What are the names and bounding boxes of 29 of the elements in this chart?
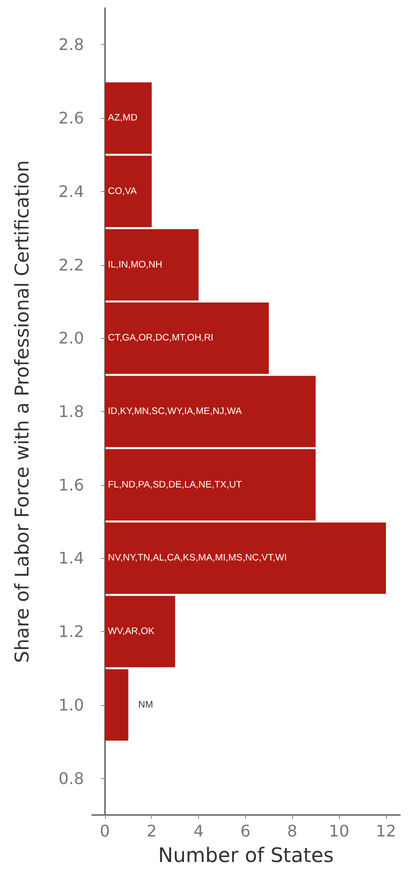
x-tick-label: 6 [240,822,251,840]
y-tick-label: 2.0 [58,328,84,348]
data-label: WV,AR,OK [108,626,156,638]
y-tick-label: 1.4 [58,548,84,568]
y-tick-label: 2.2 [58,255,84,274]
y-tick-label: 1.2 [58,622,84,642]
y-tick-label: 1.8 [58,402,84,421]
x-tick-label: 10 [328,822,350,840]
y-tick-label: 2.6 [58,108,84,128]
x-tick-label: 0 [100,822,110,840]
x-tick-label: 2 [146,822,157,840]
y-tick-label: 2.4 [58,182,84,201]
x-tick-label: 8 [287,822,298,840]
y-tick-label: 1.6 [58,475,84,494]
data-label: AZ,MD [108,112,138,124]
x-tick-label: 12 [376,822,396,840]
y-tick-label: 2.8 [58,35,84,54]
data-label: IL,IN,MO,NH [108,259,162,270]
y-tick-label: 1.0 [58,695,84,714]
data-label: ID,KY,MN,SC,WY,IA,ME,NJ,WA [108,406,242,417]
data-label: CO,VA [108,186,138,197]
x-axis-title: Number of States [158,843,334,867]
data-label: NV,NY,TN,AL,CA,KS,MA,MI,MS,NC,VT,WI [108,552,287,564]
data-label: FL,ND,PA,SD,DE,LA,NE,TX,UT [108,479,242,490]
x-tick-label: 4 [193,822,204,840]
data-label: NM [138,699,154,710]
y-tick-label: 0.8 [58,768,84,788]
y-axis-title: Share of Labor Force with a Professional Certification [12,160,34,663]
data-label: CT,GA,OR,DC,MT,OH,RI [108,332,214,344]
